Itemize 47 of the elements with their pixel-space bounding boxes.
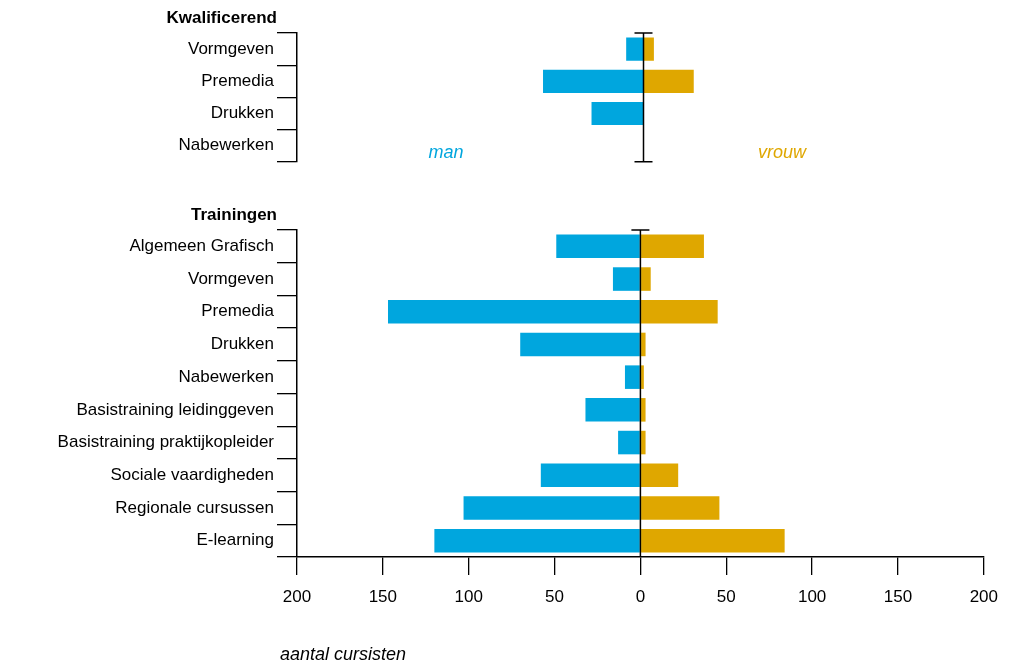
bar xyxy=(540,463,640,488)
bar xyxy=(624,365,640,389)
y-tick-label: Drukken xyxy=(210,103,274,123)
bar xyxy=(612,267,640,291)
bar xyxy=(520,332,640,357)
bar xyxy=(641,234,704,259)
x-tick-label: 100 xyxy=(797,586,827,606)
x-tick-label: 0 xyxy=(635,586,646,606)
y-tick-label: Premedia xyxy=(201,301,275,321)
x-tick-label: 50 xyxy=(545,586,565,606)
text: vrouw xyxy=(758,141,808,162)
bar xyxy=(641,496,720,520)
x-axis-title: aantal cursisten xyxy=(280,644,407,663)
y-tick-label: Nabewerken xyxy=(178,135,274,155)
bar xyxy=(641,267,651,291)
bar xyxy=(463,496,640,520)
bar xyxy=(585,398,640,422)
x-tick-label: 150 xyxy=(883,586,913,606)
y-tick-label: Sociale vaardigheden xyxy=(110,464,274,484)
bar xyxy=(641,430,646,455)
y-tick-label: Algemeen Grafisch xyxy=(129,236,274,256)
y-tick-label: E-learning xyxy=(196,530,274,550)
x-tick-label: 150 xyxy=(368,586,398,606)
y-tick-label: Basistraining leidinggeven xyxy=(76,399,274,419)
bar xyxy=(641,332,646,357)
bar xyxy=(641,463,679,488)
bar xyxy=(641,299,718,324)
y-tick-label: Premedia xyxy=(201,70,275,90)
bar xyxy=(641,398,646,422)
y-tick-label: Vormgeven xyxy=(188,268,274,288)
chart-title: Kwalificerend xyxy=(166,7,277,27)
bar xyxy=(618,430,640,455)
bar xyxy=(641,528,785,553)
x-tick-label: 200 xyxy=(282,586,312,606)
y-tick-label: Basistraining praktijkopleider xyxy=(57,432,275,452)
y-tick-label: Nabewerken xyxy=(178,366,274,386)
y-tick-label: Drukken xyxy=(210,334,274,354)
y-tick-label: Vormgeven xyxy=(188,38,274,58)
bar xyxy=(434,528,640,553)
x-tick-label: 50 xyxy=(716,586,736,606)
text: man xyxy=(428,141,464,162)
x-tick-label: 200 xyxy=(969,586,999,606)
bar xyxy=(556,234,640,259)
chart-title: Trainingen xyxy=(191,204,277,224)
y-tick-label: Regionale cursussen xyxy=(115,497,274,517)
x-tick-label: 100 xyxy=(454,586,483,606)
bar xyxy=(388,299,640,324)
